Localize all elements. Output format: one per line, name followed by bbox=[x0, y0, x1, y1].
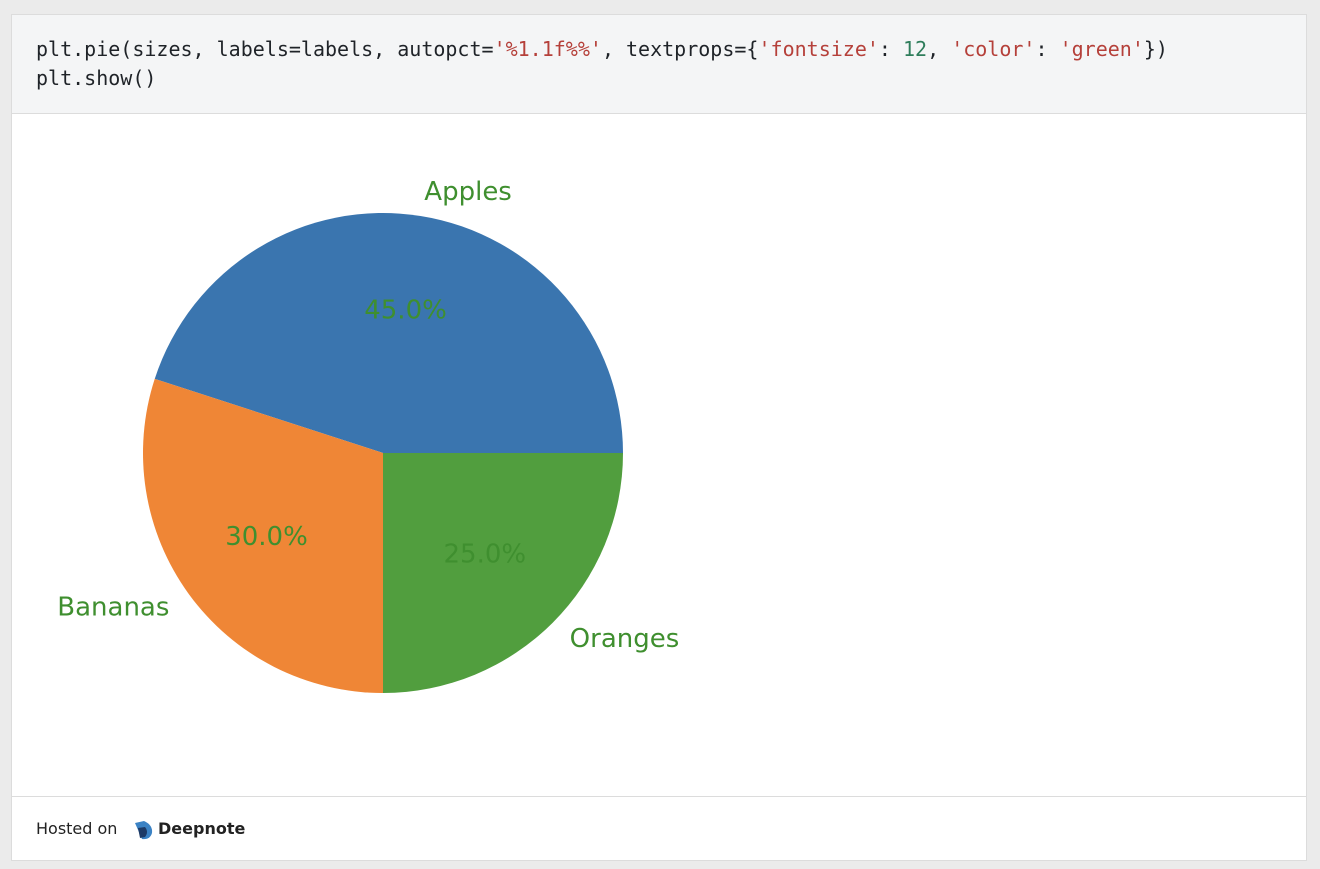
code-token: '%1.1f%%' bbox=[493, 37, 602, 61]
footer: Hosted on Deepnote bbox=[12, 796, 1306, 861]
footer-text: Hosted on bbox=[36, 819, 118, 838]
chart: Apples 45.0% Bananas 30.0% Oranges 25.0% bbox=[57, 177, 680, 693]
percent-label: 30.0% bbox=[225, 522, 308, 552]
code-line: plt.show() bbox=[36, 66, 156, 90]
logo[interactable] bbox=[132, 819, 154, 841]
slice-label: Oranges bbox=[570, 624, 680, 654]
brand[interactable]: Deepnote bbox=[158, 819, 246, 838]
percent-label: 45.0% bbox=[364, 295, 447, 325]
percent-label: 25.0% bbox=[444, 539, 527, 569]
code-line: plt.pie(sizes, labels=labels, autopct='%… bbox=[36, 37, 1168, 61]
code-token: }) bbox=[1143, 37, 1168, 61]
code-token: 'fontsize' bbox=[758, 37, 879, 61]
slice-label: Bananas bbox=[57, 593, 169, 623]
code-token: : bbox=[1035, 37, 1060, 61]
code-token: 'green' bbox=[1059, 37, 1144, 61]
code-token: plt.show() bbox=[36, 66, 157, 90]
notebook-cell: plt.pie(sizes, labels=labels, autopct='%… bbox=[11, 14, 1307, 861]
code-token: 'color' bbox=[951, 37, 1036, 61]
code-token: , textprops={ bbox=[601, 37, 759, 61]
code-token: , bbox=[927, 37, 952, 61]
code-token: plt.pie(sizes, labels=labels, autopct= bbox=[36, 37, 494, 61]
code-token: 12 bbox=[903, 37, 928, 61]
pie-slice bbox=[383, 453, 623, 693]
code-block[interactable]: plt.pie(sizes, labels=labels, autopct='%… bbox=[12, 15, 1306, 114]
pie-slice bbox=[142, 378, 383, 693]
code-token: : bbox=[878, 37, 903, 61]
slice-label: Apples bbox=[424, 177, 512, 207]
pie-slice bbox=[154, 213, 623, 453]
